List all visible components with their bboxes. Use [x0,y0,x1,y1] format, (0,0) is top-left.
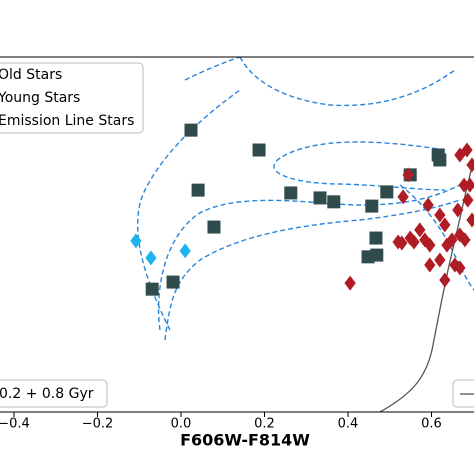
legend-label: Emission Line Stars [0,113,134,129]
square-marker [252,143,266,157]
diamond-marker [446,232,458,248]
square-marker [370,248,384,262]
isochrone [184,56,241,81]
diamond-marker [466,212,474,228]
diamond-marker [439,217,451,233]
diamond-marker [466,157,474,173]
square-marker [380,185,394,199]
diamond-marker [414,222,426,238]
square-marker [184,123,198,137]
square-marker [433,153,447,167]
diamond-marker [402,167,414,183]
annotation: 0.2 + 0.8 Gyr [0,386,94,402]
square-marker [284,186,298,200]
square-marker [327,195,341,209]
legend-box [0,62,144,134]
square-marker [191,183,205,197]
diamond-marker [179,243,191,259]
diamond-marker [408,234,420,250]
square-marker [166,275,180,289]
data-marks [130,123,474,296]
x-tick-label: 0.0 [171,417,192,432]
x-tick-label: 0.4 [338,417,359,432]
isochrone-solid [379,159,474,413]
diamond-marker [458,177,470,193]
square-marker [207,220,221,234]
diamond-marker [422,197,434,213]
diamond-marker [344,275,356,291]
diamond-marker [396,235,408,251]
diamond-marker [130,233,142,249]
square-marker [313,191,327,205]
diamond-marker [461,142,473,158]
annotation-legend: 0.2 + 0.8 Gyr [0,379,474,408]
x-axis-label: F606W-F814W [180,431,310,450]
diamond-marker [424,257,436,273]
diamond-marker [424,237,436,253]
legend-box [0,379,108,408]
x-tick-label: −0.2 [82,417,114,432]
diamond-marker [459,232,471,248]
x-tick-label: −0.4 [0,417,30,432]
legend-label: Young Stars [0,90,80,106]
x-tick-label: 0.2 [254,417,275,432]
legend-label: Old Stars [0,67,62,83]
diamond-marker [145,250,157,266]
diamond-marker [434,252,446,268]
diamond-marker [454,260,466,276]
diamond-marker [397,189,409,205]
isochrone [157,184,461,331]
x-tick-label: 0.6 [421,417,442,432]
square-marker [145,282,159,296]
isochrone [239,56,456,107]
square-marker [365,199,379,213]
diamond-marker [452,202,464,218]
diamond-marker [464,177,474,193]
isochrone [273,141,446,191]
square-marker [369,231,383,245]
legend: Old Stars Young Stars Emission Line Stars [0,62,144,134]
diamond-marker [434,207,446,223]
diamond-marker [439,272,451,288]
diamond-marker [462,192,474,208]
